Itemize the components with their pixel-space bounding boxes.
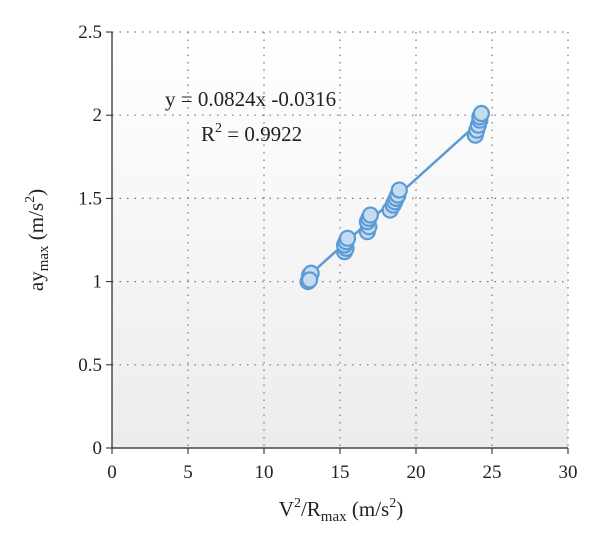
x-axis-title: V2/Rmax (m/s2) xyxy=(279,496,403,525)
grid-lines xyxy=(112,31,569,448)
y-tick-label: 2 xyxy=(93,105,103,126)
x-tick-label: 10 xyxy=(255,462,274,483)
y-axis-title: aymax (m/s2) xyxy=(23,189,52,291)
data-point xyxy=(301,271,319,289)
y-tick-label: 0 xyxy=(93,438,103,459)
trendline-equation: y = 0.0824x -0.0316 xyxy=(165,87,336,111)
x-tick-label: 0 xyxy=(107,462,117,483)
y-tick-label: 1.5 xyxy=(78,188,102,209)
tick-labels: 0 5 10 15 20 25 30 0 0.5 1 1.5 2 2.5 xyxy=(78,22,577,483)
data-point xyxy=(390,181,408,199)
data-point xyxy=(361,206,379,224)
y-tick-label: 1 xyxy=(93,272,103,293)
r-squared-label: R2 = 0.9922 xyxy=(201,121,302,146)
x-tick-label: 15 xyxy=(331,462,350,483)
x-tick-label: 5 xyxy=(183,462,193,483)
x-tick-label: 30 xyxy=(559,462,578,483)
y-tick-label: 2.5 xyxy=(78,22,102,43)
x-tick-label: 20 xyxy=(407,462,426,483)
data-point xyxy=(339,229,357,247)
y-tick-label: 0.5 xyxy=(78,355,102,376)
data-point xyxy=(472,104,490,123)
axes xyxy=(106,31,569,454)
data-points xyxy=(299,104,490,291)
x-tick-label: 25 xyxy=(483,462,502,483)
